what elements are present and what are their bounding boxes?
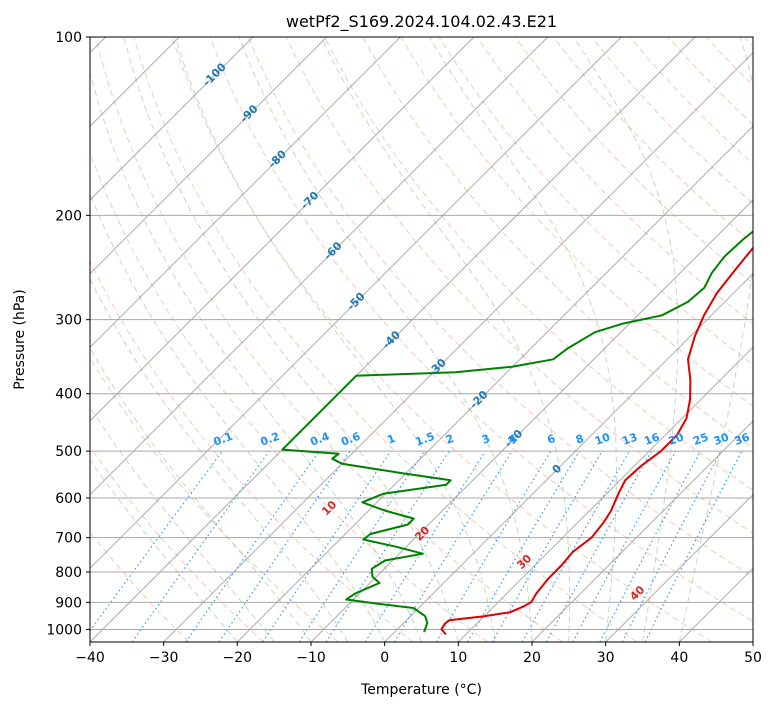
y-tick-label: 100 — [55, 30, 82, 46]
y-tick-label: 900 — [55, 595, 82, 611]
moist-adiabat-line — [123, 37, 459, 642]
isotherm-line — [236, 125, 753, 642]
mixing-ratio-line — [599, 450, 702, 642]
moist-adiabat-line — [320, 37, 571, 642]
x-tick-label: 0 — [380, 650, 389, 666]
isotherm-line — [90, 37, 328, 275]
chart-title: wetPf2_S169.2024.104.02.43.E21 — [286, 12, 557, 32]
x-tick-label: −30 — [149, 650, 179, 666]
isotherm-line — [310, 199, 753, 642]
moist-adiabat-line — [238, 37, 533, 642]
isotherm-line — [90, 37, 622, 570]
dry-adiabat-line — [514, 37, 753, 285]
dry-adiabat-line — [90, 260, 414, 642]
y-tick-label: 200 — [55, 208, 82, 224]
mixing-ratio-line — [325, 450, 450, 642]
dry-adiabat-line — [476, 37, 753, 325]
mixing-ratio-label: 20 — [667, 430, 686, 448]
y-tick-label: 400 — [55, 387, 82, 403]
mixing-ratio-line — [262, 450, 392, 642]
x-tick-label: 40 — [670, 650, 688, 666]
dry-adiabat-line — [209, 37, 753, 623]
mixing-ratio-line — [185, 450, 320, 642]
isotherm-line — [90, 37, 401, 349]
moist-adiabat-line — [90, 459, 238, 642]
y-tick-label: 800 — [55, 565, 82, 581]
isotherm-line — [605, 493, 753, 642]
isotherm-line — [90, 37, 254, 201]
isotherm-line — [531, 420, 753, 642]
axis-ticks: −40 −30 −20 −10 0 10 20 30 40 50 1000 900 800 700 600 5… — [46, 30, 762, 666]
y-tick-label: 1000 — [46, 622, 82, 638]
mixing-ratio-label: 0.6 — [339, 430, 362, 449]
x-axis-label: Temperature (°C) — [360, 682, 482, 698]
moist-adiabat-line — [90, 278, 349, 642]
plot-frame — [89, 36, 754, 643]
x-tick-label: −40 — [75, 650, 105, 666]
mixing-ratio-label: 6 — [545, 432, 557, 447]
background-lines — [90, 37, 753, 642]
mixing-ratio-label: 0.2 — [259, 430, 282, 449]
mixing-ratio-label: 10 — [593, 430, 612, 448]
mixing-ratio-label: 30 — [712, 430, 731, 448]
y-tick-label: 500 — [55, 444, 82, 460]
x-tick-label: −20 — [223, 650, 253, 666]
mixing-ratio-label: 0.4 — [309, 430, 332, 449]
x-tick-label: −10 — [296, 650, 326, 666]
isotherm-line — [384, 272, 753, 642]
dry-adiabat-line — [171, 37, 712, 642]
mixing-ratio-line — [572, 450, 677, 642]
moist-adiabat-line — [678, 37, 753, 642]
dry-adiabat-line — [95, 37, 563, 642]
y-tick-label: 300 — [55, 313, 82, 329]
mixing-ratio-label: 13 — [620, 431, 639, 448]
mixing-ratio-line — [466, 450, 580, 642]
mixing-ratio-label: 25 — [691, 431, 710, 448]
mixing-ratio-label: 4 — [507, 432, 519, 447]
mixing-ratio-line — [435, 450, 552, 642]
moist-adiabat-line — [90, 192, 386, 642]
moist-adiabat-line — [90, 406, 275, 642]
isotherm-line — [457, 346, 753, 642]
x-tick-label: 20 — [523, 650, 541, 666]
temperature-profile-line — [440, 246, 753, 636]
x-tick-label: 50 — [744, 650, 762, 666]
moist-adiabat-line — [428, 37, 617, 642]
y-tick-label: 700 — [55, 531, 82, 547]
mixing-ratio-label: 8 — [574, 432, 586, 447]
mixing-ratio-label: 16 — [642, 430, 661, 448]
mixing-ratio-line — [364, 450, 486, 642]
mixing-ratio-label: 1 — [385, 432, 397, 447]
isotherm-line — [90, 37, 475, 422]
x-tick-label: 30 — [597, 650, 615, 666]
dry-adiabat-line — [90, 445, 264, 642]
isotherm-line — [90, 37, 549, 496]
moist-adiabat-line — [572, 37, 679, 642]
y-tick-label: 600 — [55, 491, 82, 507]
isotherm-line — [90, 37, 696, 642]
dry-adiabat-line — [285, 37, 753, 534]
mixing-ratio-line — [218, 450, 351, 642]
y-axis-label: Pressure (hPa) — [12, 289, 28, 389]
moist-adiabat-line — [174, 37, 496, 642]
mixing-ratio-label: 3 — [480, 432, 492, 447]
dry-adiabat-line — [324, 37, 753, 491]
isotherm-line — [163, 51, 753, 642]
dewpoint-profile-line — [281, 230, 753, 633]
mixing-ratio-label: 36 — [733, 430, 752, 448]
mixing-ratio-label: 1.5 — [414, 430, 437, 449]
series-lines — [281, 230, 753, 636]
mixing-ratio-label: 2 — [444, 432, 456, 447]
mixing-ratio-label: 0.1 — [212, 430, 235, 449]
moist-adiabat-line — [90, 70, 422, 642]
isotherm-line — [752, 641, 753, 642]
x-tick-label: 10 — [449, 650, 467, 666]
plot-background — [90, 37, 753, 642]
mixing-ratio-line — [298, 450, 425, 642]
